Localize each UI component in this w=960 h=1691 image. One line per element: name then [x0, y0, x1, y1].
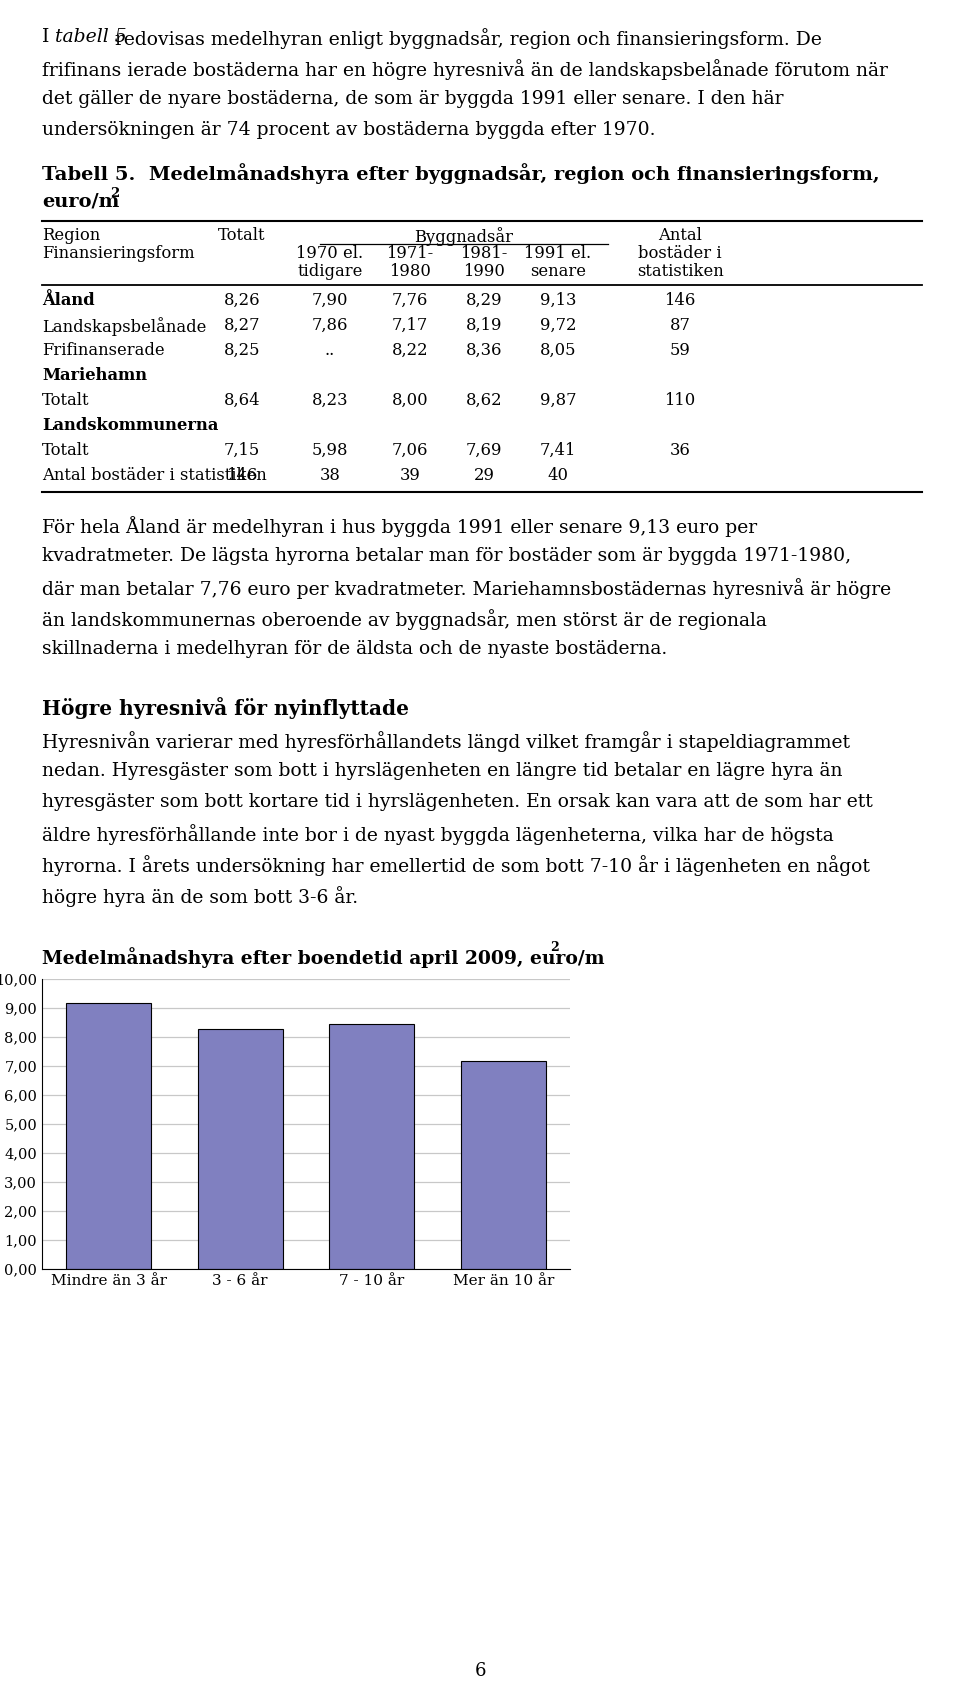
Text: Landskommunerna: Landskommunerna: [42, 418, 218, 435]
Text: 39: 39: [399, 467, 420, 484]
Text: än landskommunernas oberoende av byggnadsår, men störst är de regionala: än landskommunernas oberoende av byggnad…: [42, 609, 767, 631]
Text: 1980: 1980: [389, 264, 431, 281]
Text: Högre hyresnivå för nyinflyttade: Högre hyresnivå för nyinflyttade: [42, 697, 409, 719]
Text: 146: 146: [227, 467, 257, 484]
Text: kvadratmeter. De lägsta hyrorna betalar man för bostäder som är byggda 1971-1980: kvadratmeter. De lägsta hyrorna betalar …: [42, 546, 852, 565]
Text: 40: 40: [547, 467, 568, 484]
Text: 7,15: 7,15: [224, 441, 260, 458]
Text: frifinans ierade bostäderna har en högre hyresnivå än de landskapsbelånade förut: frifinans ierade bostäderna har en högre…: [42, 59, 888, 79]
Text: Totalt: Totalt: [42, 441, 89, 458]
Text: redovisas medelhyran enligt byggnadsår, region och finansieringsform. De: redovisas medelhyran enligt byggnadsår, …: [109, 29, 822, 49]
Text: Frifinanserade: Frifinanserade: [42, 342, 164, 358]
Text: 7,17: 7,17: [392, 316, 428, 335]
Text: 2: 2: [550, 940, 559, 954]
Text: 7,41: 7,41: [540, 441, 576, 458]
Text: 110: 110: [664, 392, 696, 409]
Text: Landskapsbelånade: Landskapsbelånade: [42, 316, 206, 337]
Text: 146: 146: [664, 293, 696, 309]
Text: tidigare: tidigare: [298, 264, 363, 281]
Text: 8,23: 8,23: [312, 392, 348, 409]
Text: 8,19: 8,19: [466, 316, 502, 335]
Text: euro/m: euro/m: [42, 193, 119, 211]
Text: 8,27: 8,27: [224, 316, 260, 335]
Text: Tabell 5.  Medelmånadshyra efter byggnadsår, region och finansieringsform,: Tabell 5. Medelmånadshyra efter byggnads…: [42, 162, 879, 184]
Text: ..: ..: [324, 342, 335, 358]
Text: Mariehamn: Mariehamn: [42, 367, 147, 384]
Bar: [66, 1003, 152, 1268]
Text: 7,69: 7,69: [466, 441, 502, 458]
Text: bostäder i: bostäder i: [638, 245, 722, 262]
Text: statistiken: statistiken: [636, 264, 724, 281]
Text: 7,90: 7,90: [312, 293, 348, 309]
Text: 8,25: 8,25: [224, 342, 260, 358]
Text: 1991 el.: 1991 el.: [524, 245, 591, 262]
Bar: [461, 1062, 546, 1268]
Text: Totalt: Totalt: [218, 227, 266, 244]
Text: hyrorna. I årets undersökning har emellertid de som bott 7-10 år i lägenheten en: hyrorna. I årets undersökning har emelle…: [42, 856, 870, 876]
Text: 5,98: 5,98: [312, 441, 348, 458]
Text: 7,86: 7,86: [312, 316, 348, 335]
Text: 8,64: 8,64: [224, 392, 260, 409]
Text: Totalt: Totalt: [42, 392, 89, 409]
Text: 1971-: 1971-: [386, 245, 434, 262]
Text: 1990: 1990: [463, 264, 505, 281]
Text: 9,13: 9,13: [540, 293, 576, 309]
Text: 7,06: 7,06: [392, 441, 428, 458]
Text: 8,26: 8,26: [224, 293, 260, 309]
Text: nedan. Hyresgäster som bott i hyrslägenheten en längre tid betalar en lägre hyra: nedan. Hyresgäster som bott i hyrslägenh…: [42, 763, 843, 780]
Text: 8,62: 8,62: [466, 392, 502, 409]
Text: senare: senare: [530, 264, 586, 281]
Text: Åland: Åland: [42, 293, 95, 309]
Text: Medelmånadshyra efter boendetid april 2009, euro/m: Medelmånadshyra efter boendetid april 20…: [42, 947, 605, 967]
Text: 7,76: 7,76: [392, 293, 428, 309]
Text: tabell 5: tabell 5: [55, 29, 127, 46]
Text: 9,72: 9,72: [540, 316, 576, 335]
Text: där man betalar 7,76 euro per kvadratmeter. Mariehamnsbostädernas hyresnivå är h: där man betalar 7,76 euro per kvadratmet…: [42, 578, 891, 599]
Text: 8,36: 8,36: [466, 342, 502, 358]
Text: 1970 el.: 1970 el.: [297, 245, 364, 262]
Text: 8,00: 8,00: [392, 392, 428, 409]
Text: Region: Region: [42, 227, 100, 244]
Text: 87: 87: [669, 316, 690, 335]
Text: 8,05: 8,05: [540, 342, 576, 358]
Text: 6: 6: [474, 1662, 486, 1679]
Text: 8,22: 8,22: [392, 342, 428, 358]
Text: Antal bostäder i statistiken: Antal bostäder i statistiken: [42, 467, 267, 484]
Text: 8,29: 8,29: [466, 293, 502, 309]
Text: I: I: [42, 29, 56, 46]
Bar: [198, 1030, 283, 1268]
Text: Finansieringsform: Finansieringsform: [42, 245, 195, 262]
Text: 38: 38: [320, 467, 341, 484]
Bar: [329, 1025, 415, 1268]
Text: 9,87: 9,87: [540, 392, 576, 409]
Text: undersökningen är 74 procent av bostäderna byggda efter 1970.: undersökningen är 74 procent av bostäder…: [42, 122, 656, 139]
Text: högre hyra än de som bott 3-6 år.: högre hyra än de som bott 3-6 år.: [42, 886, 358, 906]
Text: 36: 36: [669, 441, 690, 458]
Text: Hyresnivån varierar med hyresförhållandets längd vilket framgår i stapeldiagramm: Hyresnivån varierar med hyresförhållande…: [42, 731, 850, 752]
Text: 29: 29: [473, 467, 494, 484]
Text: det gäller de nyare bostäderna, de som är byggda 1991 eller senare. I den här: det gäller de nyare bostäderna, de som ä…: [42, 90, 783, 108]
Text: äldre hyresförhållande inte bor i de nyast byggda lägenheterna, vilka har de hög: äldre hyresförhållande inte bor i de nya…: [42, 824, 833, 846]
Text: skillnaderna i medelhyran för de äldsta och de nyaste bostäderna.: skillnaderna i medelhyran för de äldsta …: [42, 639, 667, 658]
Text: hyresgäster som bott kortare tid i hyrslägenheten. En orsak kan vara att de som : hyresgäster som bott kortare tid i hyrsl…: [42, 793, 873, 812]
Text: Antal: Antal: [658, 227, 702, 244]
Text: 2: 2: [110, 188, 119, 200]
Text: För hela Åland är medelhyran i hus byggda 1991 eller senare 9,13 euro per: För hela Åland är medelhyran i hus byggd…: [42, 516, 757, 538]
Text: 59: 59: [669, 342, 690, 358]
Text: Byggnadsår: Byggnadsår: [415, 227, 514, 245]
Text: 1981-: 1981-: [460, 245, 508, 262]
